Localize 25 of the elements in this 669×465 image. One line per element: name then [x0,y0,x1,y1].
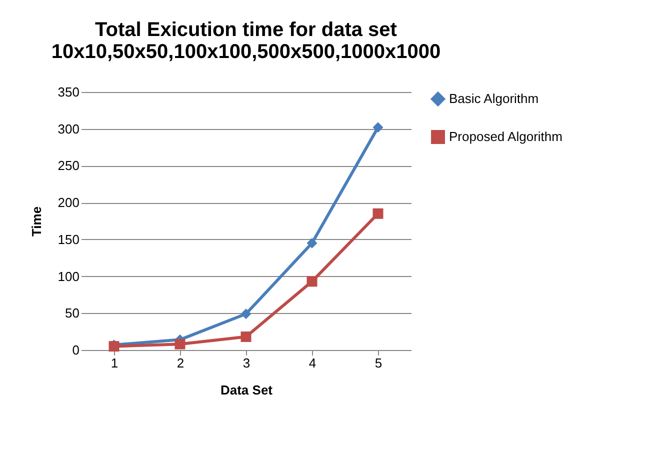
x-tick-label: 2 [176,356,184,370]
y-tick-label: 50 [65,306,80,321]
y-axis-title: Time [28,206,44,237]
point [174,338,186,350]
y-tick-label: 350 [58,84,80,100]
x-tick-label: 4 [308,356,316,370]
y-tick-label: 0 [72,342,80,358]
y-tick-label: 100 [58,268,80,284]
legend-label: Proposed Algorithm [449,129,562,144]
point [306,276,318,287]
point [372,208,384,219]
y-tick-label: 200 [58,195,80,210]
y-tick-label: 300 [58,121,80,136]
point [372,122,384,133]
chart-title: Total Exicution time for data set 10x10,50x50,100x100,500x500,1000x1000 [51,19,441,63]
x-axis-title: Data Set [220,382,274,398]
legend-label: Basic Algorithm [449,91,539,106]
y-tick-label: 150 [58,232,80,247]
x-tick-label: 3 [242,356,250,370]
x-tick-label: 1 [110,356,118,370]
point [240,308,252,320]
point [240,331,252,342]
point [306,238,318,248]
y-tick-label: 250 [58,158,80,174]
x-tick-label: 5 [374,356,382,370]
